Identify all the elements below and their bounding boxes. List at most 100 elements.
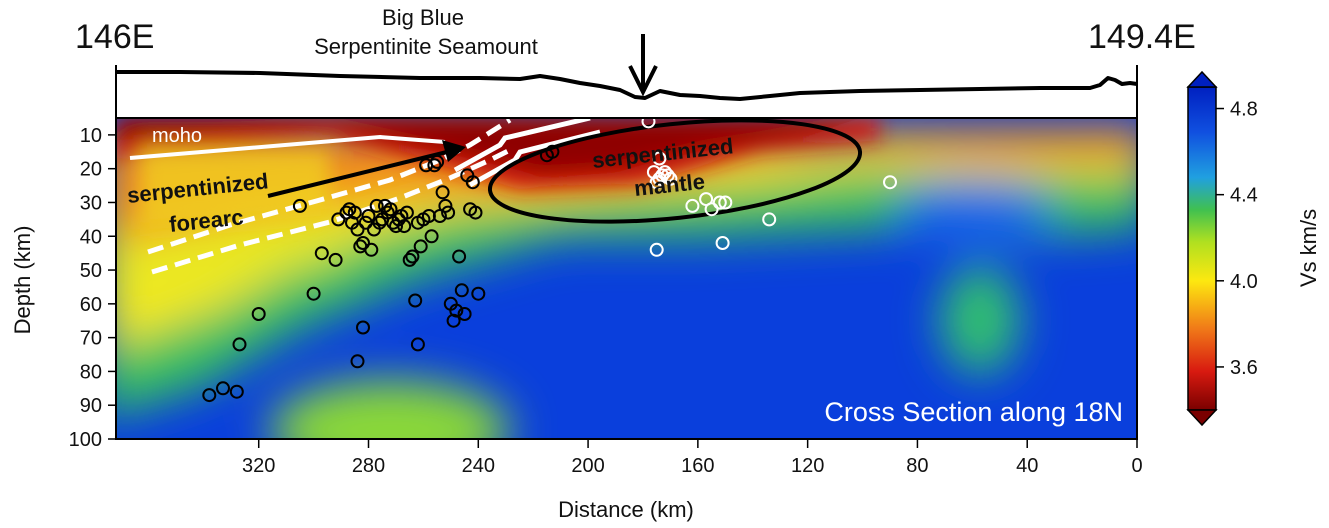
earthquake-marker-white <box>652 151 667 166</box>
right-longitude-label: 149.4E <box>1088 18 1196 56</box>
y-tick-label: 50 <box>80 260 102 282</box>
earthquake-marker <box>471 286 486 301</box>
earthquake-marker <box>232 337 247 352</box>
annotation-overlays <box>129 118 863 275</box>
section-title: Cross Section along 18N <box>824 397 1123 427</box>
y-axis-label: Depth (km) <box>10 226 35 335</box>
earthquake-marker <box>397 219 412 234</box>
earthquake-marker <box>438 198 453 213</box>
y-tick-label: 10 <box>80 125 102 147</box>
earthquake-marker <box>410 337 425 352</box>
seamount-label-line1: Big Blue <box>382 5 464 30</box>
x-tick-label: 80 <box>906 455 928 477</box>
earthquake-marker <box>306 286 321 301</box>
earthquake-marker-white <box>762 212 777 227</box>
x-tick-label: 160 <box>681 455 714 477</box>
colorbar: 4.8 4.4 4.0 3.6 Vs km/s <box>1186 70 1321 427</box>
y-tick-label: 60 <box>80 294 102 316</box>
earthquake-marker <box>424 229 439 244</box>
slab-top-dashed <box>147 118 512 255</box>
earthquake-marker-white <box>663 171 678 186</box>
earthquake-marker-white <box>704 202 719 217</box>
earthquake-marker-white <box>715 236 730 250</box>
earthquake-marker <box>430 154 445 169</box>
topography-line <box>116 70 1138 101</box>
earthquake-marker <box>251 307 266 321</box>
left-longitude-label: 146E <box>75 18 154 56</box>
earthquake-marker <box>331 212 346 227</box>
earthquake-marker <box>369 198 384 213</box>
earthquake-marker <box>292 198 307 213</box>
earthquake-marker-white <box>883 175 897 190</box>
earthquake-marker <box>361 209 376 223</box>
plot-frame <box>115 117 1138 440</box>
slab-top-solid <box>453 118 591 173</box>
y-tick-label: 40 <box>80 226 102 248</box>
velocity-field <box>116 118 1137 439</box>
earthquake-marker <box>468 205 483 220</box>
earthquake-marker <box>457 307 472 321</box>
earthquake-marker <box>216 381 230 396</box>
topography-panel: 146E 149.4E Big Blue Serpentinite Seamou… <box>75 5 1196 118</box>
earthquake-marker-white <box>685 198 700 213</box>
colorbar-tick-label: 4.4 <box>1230 185 1258 207</box>
x-tick-label: 240 <box>462 455 495 477</box>
colorbar-tick-label: 4.0 <box>1230 271 1258 293</box>
slab-bottom-solid <box>468 129 601 188</box>
earthquake-marker <box>465 175 480 190</box>
y-tick-label: 100 <box>69 429 102 451</box>
earthquake-marker <box>202 388 217 403</box>
x-tick-label: 320 <box>242 455 275 477</box>
earthquake-marker <box>454 283 469 298</box>
earthquake-marker <box>402 252 417 267</box>
earthquake-marker <box>314 246 329 261</box>
earthquake-marker <box>446 313 461 328</box>
seamount-label-line2: Serpentinite Seamount <box>314 34 538 59</box>
x-axis: 320 280 240 200 160 120 80 40 0 <box>242 439 1143 477</box>
earthquake-marker <box>229 384 244 399</box>
colorbar-gradient <box>1187 86 1217 411</box>
slab-motion-arrow-icon <box>267 140 466 198</box>
earthquake-marker <box>358 215 373 230</box>
serpentinized-mantle-ellipse <box>487 118 863 224</box>
earthquake-marker <box>435 185 450 200</box>
earthquake-marker-white <box>718 195 733 210</box>
x-tick-label: 200 <box>571 455 604 477</box>
earthquake-marker-white <box>641 118 656 129</box>
colorbar-label: Vs km/s <box>1296 209 1321 287</box>
earthquake-marker-white <box>660 168 675 183</box>
x-tick-label: 0 <box>1131 455 1142 477</box>
x-tick-label: 40 <box>1016 455 1038 477</box>
earthquake-marker <box>350 354 365 369</box>
earthquake-marker <box>356 320 370 335</box>
earthquake-marker-white <box>649 242 664 257</box>
moho-label: moho <box>152 125 202 147</box>
earthquake-marker <box>350 222 365 237</box>
colorbar-bottom-triangle <box>1186 409 1218 427</box>
earthquake-marker <box>405 249 420 264</box>
down-arrow-icon <box>628 34 658 97</box>
earthquake-marker-white <box>712 195 727 210</box>
earthquake-marker <box>328 252 343 267</box>
y-tick-label: 20 <box>80 159 102 181</box>
earthquake-marker <box>545 144 560 159</box>
earthquake-marker <box>372 215 387 230</box>
earthquake-marker <box>413 239 428 254</box>
earthquake-marker <box>347 205 362 220</box>
earthquake-marker <box>452 249 467 264</box>
earthquake-marker <box>383 202 398 217</box>
moho-line <box>129 134 446 160</box>
y-tick-label: 90 <box>80 395 102 417</box>
earthquake-marker <box>399 205 414 220</box>
colorbar-tick-label: 3.6 <box>1230 357 1258 379</box>
colorbar-top-triangle <box>1186 70 1218 88</box>
x-tick-label: 280 <box>352 455 385 477</box>
earthquake-marker <box>441 205 456 220</box>
earthquake-marker <box>364 242 379 257</box>
x-axis-label: Distance (km) <box>558 497 694 522</box>
earthquake-marker <box>449 303 464 318</box>
y-axis: 10 20 30 40 50 60 70 80 90 100 <box>69 125 116 451</box>
earthquake-marker <box>427 158 442 173</box>
earthquake-marker <box>408 293 423 308</box>
